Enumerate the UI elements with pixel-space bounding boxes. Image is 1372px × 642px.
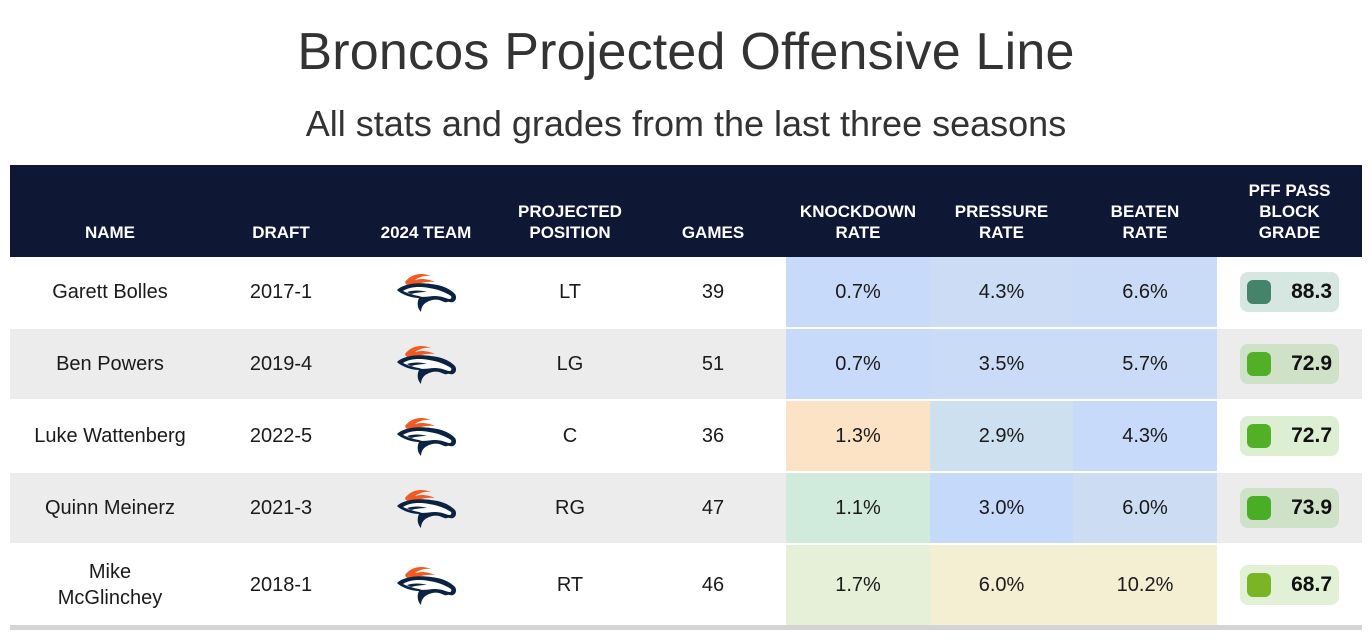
grade-value: 73.9: [1291, 496, 1332, 519]
player-name-cell: Garett Bolles: [10, 257, 210, 327]
position-cell: LT: [559, 280, 581, 303]
team-cell: [352, 329, 500, 399]
team-cell: [352, 545, 500, 625]
games-cell: 36: [701, 424, 725, 447]
column-header-pressure-rate: PRESSURE RATE: [954, 202, 1049, 242]
table-header: NAME DRAFT 2024 TEAM PROJECTED POSITION …: [10, 165, 1362, 257]
pressure-rate-cell: 3.0%: [930, 473, 1073, 543]
player-name-cell: Quinn Meinerz: [10, 473, 210, 543]
pass-block-grade-cell: 72.9: [1217, 329, 1362, 399]
pass-block-grade-cell: 72.7: [1217, 401, 1362, 471]
broncos-logo-icon: [397, 418, 457, 456]
games-cell: 47: [701, 496, 725, 519]
grade-color-swatch-icon: [1247, 573, 1271, 597]
position-cell: RG: [555, 496, 585, 519]
broncos-logo-icon: [397, 567, 457, 605]
beaten-rate-cell: 10.2%: [1073, 545, 1217, 625]
team-cell: [352, 401, 500, 471]
table-row: Ben Powers 2019-4 LG 51 0.7% 3.5% 5.7% 7…: [10, 329, 1362, 399]
grade-badge: 88.3: [1240, 272, 1339, 312]
grade-color-swatch-icon: [1247, 280, 1271, 304]
offensive-line-table: NAME DRAFT 2024 TEAM PROJECTED POSITION …: [10, 165, 1362, 630]
grade-value: 72.7: [1291, 424, 1332, 447]
player-name: Luke Wattenberg: [34, 425, 186, 447]
pressure-rate-cell: 4.3%: [930, 257, 1073, 327]
player-name: Ben Powers: [56, 353, 164, 375]
page-subtitle: All stats and grades from the last three…: [305, 103, 1067, 144]
grade-badge: 72.7: [1240, 416, 1339, 456]
games-cell: 39: [701, 280, 725, 303]
draft-cell: 2017-1: [249, 280, 313, 303]
games-cell: 46: [701, 573, 725, 596]
page-title: Broncos Projected Offensive Line: [297, 23, 1075, 81]
position-cell: LG: [556, 352, 584, 375]
player-name: Garett Bolles: [52, 281, 168, 303]
broncos-logo-icon: [397, 274, 457, 312]
grade-badge: 72.9: [1240, 344, 1339, 384]
beaten-rate-cell: 6.6%: [1073, 257, 1217, 327]
player-name-cell: Ben Powers: [10, 329, 210, 399]
column-header-games: GAMES: [681, 223, 745, 242]
knockdown-rate-cell: 1.1%: [786, 473, 930, 543]
column-header-pass-block-grade: PFF PASS BLOCK GRADE: [1248, 181, 1331, 242]
grade-value: 88.3: [1291, 280, 1332, 303]
player-name-cell: Luke Wattenberg: [10, 401, 210, 471]
table-row: Quinn Meinerz 2021-3 RG 47 1.1% 3.0% 6.0…: [10, 473, 1362, 543]
broncos-logo-icon: [397, 346, 457, 384]
grade-color-swatch-icon: [1247, 352, 1271, 376]
grade-color-swatch-icon: [1247, 496, 1271, 520]
position-cell: C: [562, 424, 578, 447]
pass-block-grade-cell: 68.7: [1217, 545, 1362, 625]
column-header-position: PROJECTED POSITION: [518, 202, 622, 242]
grade-color-swatch-icon: [1247, 424, 1271, 448]
pass-block-grade-cell: 73.9: [1217, 473, 1362, 543]
player-name: Quinn Meinerz: [44, 497, 176, 519]
beaten-rate-cell: 6.0%: [1073, 473, 1217, 543]
team-cell: [352, 473, 500, 543]
column-header-knockdown-rate: KNOCKDOWN RATE: [799, 202, 917, 242]
grade-badge: 68.7: [1240, 565, 1339, 605]
team-cell: [352, 257, 500, 327]
column-header-draft: DRAFT: [252, 223, 310, 242]
table-row: Luke Wattenberg 2022-5 C 36 1.3% 2.9% 4.…: [10, 401, 1362, 471]
broncos-logo-icon: [397, 490, 457, 528]
column-header-beaten-rate: BEATEN RATE: [1110, 202, 1180, 242]
table-row: Garett Bolles 2017-1 LT 39 0.7% 4.3% 6.6…: [10, 257, 1362, 327]
knockdown-rate-cell: 0.7%: [786, 329, 930, 399]
grade-value: 68.7: [1291, 573, 1332, 596]
grade-badge: 73.9: [1240, 488, 1339, 528]
column-header-name: NAME: [84, 223, 136, 242]
position-cell: RT: [556, 573, 584, 596]
draft-cell: 2021-3: [249, 496, 313, 519]
draft-cell: 2018-1: [249, 573, 313, 596]
beaten-rate-cell: 5.7%: [1073, 329, 1217, 399]
pass-block-grade-cell: 88.3: [1217, 257, 1362, 327]
draft-cell: 2019-4: [249, 352, 313, 375]
knockdown-rate-cell: 0.7%: [786, 257, 930, 327]
knockdown-rate-cell: 1.3%: [786, 401, 930, 471]
pressure-rate-cell: 3.5%: [930, 329, 1073, 399]
grade-value: 72.9: [1291, 352, 1332, 375]
player-name-cell: Mike McGlinchey: [10, 545, 210, 625]
knockdown-rate-cell: 1.7%: [786, 545, 930, 625]
draft-cell: 2022-5: [249, 424, 313, 447]
pressure-rate-cell: 2.9%: [930, 401, 1073, 471]
player-name: Mike McGlinchey: [57, 561, 163, 609]
beaten-rate-cell: 4.3%: [1073, 401, 1217, 471]
column-header-team: 2024 TEAM: [380, 223, 472, 242]
table-body: Garett Bolles 2017-1 LT 39 0.7% 4.3% 6.6…: [10, 257, 1362, 630]
games-cell: 51: [701, 352, 725, 375]
table-row: Mike McGlinchey 2018-1 RT 46 1.7% 6.0% 1…: [10, 545, 1362, 630]
pressure-rate-cell: 6.0%: [930, 545, 1073, 625]
